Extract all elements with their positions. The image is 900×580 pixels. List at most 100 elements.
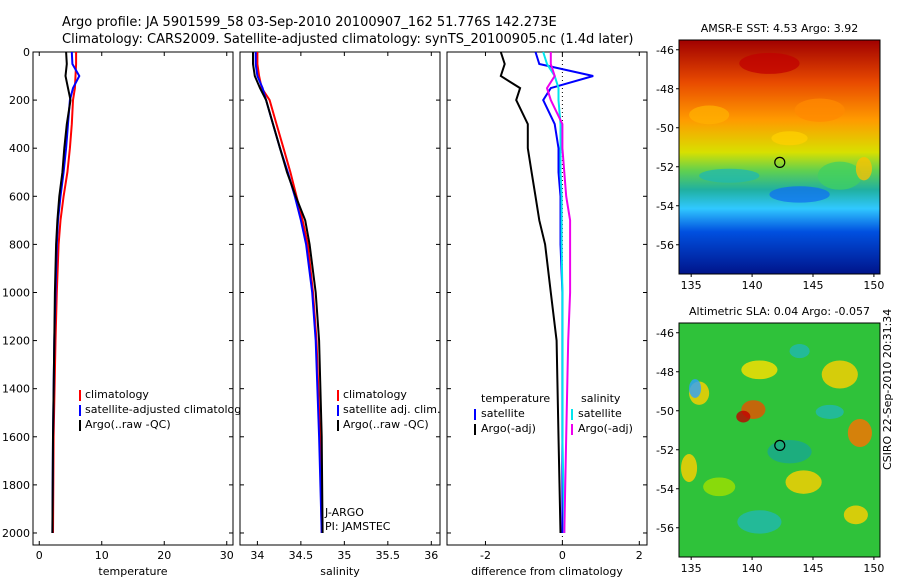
x-tick-label: 36 bbox=[424, 549, 438, 562]
x-tick-label: -2 bbox=[480, 549, 491, 562]
salinity-panel: 34 34.5 35 35.5 36 salinity climatology satelli… bbox=[239, 51, 441, 578]
y-tick-label: 600 bbox=[9, 190, 30, 203]
x-tick-label: 34.5 bbox=[289, 549, 314, 562]
figure-title-line2: Climatology: CARS2009. Satellite-adjuste… bbox=[62, 32, 634, 47]
sla-patch bbox=[736, 410, 751, 423]
sst-map: AMSR-E SST: 4.53 Argo: 3.92 -46 -48 -50 -52 -… bbox=[656, 22, 884, 292]
y-tick-label: 2000 bbox=[2, 527, 30, 540]
series-line-2 bbox=[252, 52, 324, 534]
plot-frame bbox=[446, 51, 648, 546]
x-tick-label: 10 bbox=[95, 549, 109, 562]
float-location-marker bbox=[774, 439, 786, 451]
series-line-2 bbox=[51, 51, 72, 534]
sla-map: Altimetric SLA: 0.04 Argo: -0.057 -46 -48 -… bbox=[656, 305, 884, 575]
sla-patch bbox=[843, 505, 868, 525]
sst-patch bbox=[771, 131, 808, 146]
y-tick-label: -48 bbox=[656, 366, 674, 379]
y-tick-label: -52 bbox=[656, 444, 674, 457]
legend-group-title: salinity bbox=[581, 392, 621, 405]
sst-patch bbox=[699, 168, 760, 183]
legend-entry: climatology bbox=[85, 388, 149, 401]
x-tick-label: 150 bbox=[863, 562, 884, 575]
series-line-3 bbox=[545, 52, 572, 534]
sla-patch bbox=[681, 454, 698, 483]
x-tick-label: 140 bbox=[742, 562, 763, 575]
x-tick-label: 0 bbox=[36, 549, 43, 562]
sla-patch bbox=[821, 360, 858, 389]
x-axis-label: difference from climatology bbox=[471, 565, 623, 578]
y-tick-label: -52 bbox=[656, 161, 674, 174]
legend-group-title: temperature bbox=[481, 392, 550, 405]
y-tick-label: 1400 bbox=[2, 383, 30, 396]
sla-patch bbox=[785, 470, 822, 494]
map-frame bbox=[678, 39, 881, 275]
sla-patch bbox=[689, 379, 702, 398]
x-tick-label: 34 bbox=[250, 549, 264, 562]
temperature-panel: 0 200 400 600 800 1000 1200 1400 1600 1800 2000 0 10… bbox=[2, 46, 248, 578]
sla-patch bbox=[847, 418, 872, 448]
sla-patch bbox=[767, 440, 812, 464]
sst-patch bbox=[817, 161, 862, 190]
x-tick-label: 35 bbox=[337, 549, 351, 562]
series-line-0 bbox=[52, 52, 78, 534]
y-tick-label: -50 bbox=[656, 122, 674, 135]
float-location-marker bbox=[774, 156, 786, 168]
annotation-text: J-ARGO bbox=[324, 506, 364, 519]
plot-frame bbox=[239, 51, 441, 546]
legend-entry: Argo(-adj) bbox=[578, 422, 633, 435]
y-tick-label: 1200 bbox=[2, 335, 30, 348]
annotation-text: PI: JAMSTEC bbox=[325, 520, 391, 533]
series-line-2 bbox=[542, 51, 566, 534]
y-tick-label: -56 bbox=[656, 522, 674, 535]
x-tick-label: 2 bbox=[636, 549, 643, 562]
sla-patch bbox=[789, 344, 810, 359]
legend-entry: satellite adj. clim. bbox=[343, 403, 440, 416]
x-axis-label: salinity bbox=[320, 565, 360, 578]
x-tick-label: 0 bbox=[559, 549, 566, 562]
x-tick-label: 135 bbox=[681, 279, 702, 292]
sla-patch bbox=[703, 477, 736, 497]
x-tick-label: 135 bbox=[681, 562, 702, 575]
sst-patch bbox=[855, 157, 872, 181]
x-tick-label: 35.5 bbox=[376, 549, 401, 562]
y-tick-label: -56 bbox=[656, 239, 674, 252]
y-tick-label: 200 bbox=[9, 94, 30, 107]
y-tick-label: 0 bbox=[23, 46, 30, 59]
y-tick-label: -50 bbox=[656, 405, 674, 418]
sst-patch bbox=[769, 186, 830, 203]
plot-frame bbox=[32, 51, 234, 546]
legend-entry: Argo(-adj) bbox=[481, 422, 536, 435]
legend-entry: Argo(..raw -QC) bbox=[343, 418, 429, 431]
y-tick-label: -54 bbox=[656, 200, 674, 213]
sla-patch bbox=[815, 404, 844, 419]
x-tick-label: 140 bbox=[742, 279, 763, 292]
x-tick-label: 30 bbox=[220, 549, 234, 562]
legend-entry: climatology bbox=[343, 388, 407, 401]
y-tick-label: 1600 bbox=[2, 431, 30, 444]
legend-entry: satellite bbox=[578, 407, 622, 420]
sst-patch bbox=[689, 105, 730, 125]
credit-text: CSIRO 22-Sep-2010 20:31:34 bbox=[881, 309, 894, 470]
figure-title-line1: Argo profile: JA 5901599_58 03-Sep-2010 … bbox=[62, 15, 557, 30]
legend-entry: Argo(..raw -QC) bbox=[85, 418, 171, 431]
x-tick-label: 145 bbox=[803, 562, 824, 575]
y-tick-label: -54 bbox=[656, 483, 674, 496]
y-tick-label: -46 bbox=[656, 44, 674, 57]
y-tick-label: -46 bbox=[656, 327, 674, 340]
sla-patch bbox=[737, 510, 782, 534]
map-title: Altimetric SLA: 0.04 Argo: -0.057 bbox=[689, 305, 870, 318]
difference-panel: -2 0 2 difference from climatology temperatu… bbox=[446, 51, 648, 578]
sla-patch bbox=[741, 360, 778, 380]
map-title: AMSR-E SST: 4.53 Argo: 3.92 bbox=[701, 22, 859, 35]
y-tick-label: 400 bbox=[9, 142, 30, 155]
y-tick-label: -48 bbox=[656, 83, 674, 96]
legend-entry: satellite-adjusted climatology bbox=[85, 403, 248, 416]
y-tick-label: 800 bbox=[9, 238, 30, 251]
x-axis-label: temperature bbox=[98, 565, 167, 578]
y-tick-label: 1000 bbox=[2, 286, 30, 299]
map-frame bbox=[678, 322, 881, 558]
sst-patch bbox=[794, 98, 845, 122]
x-tick-label: 20 bbox=[157, 549, 171, 562]
x-tick-label: 145 bbox=[803, 279, 824, 292]
